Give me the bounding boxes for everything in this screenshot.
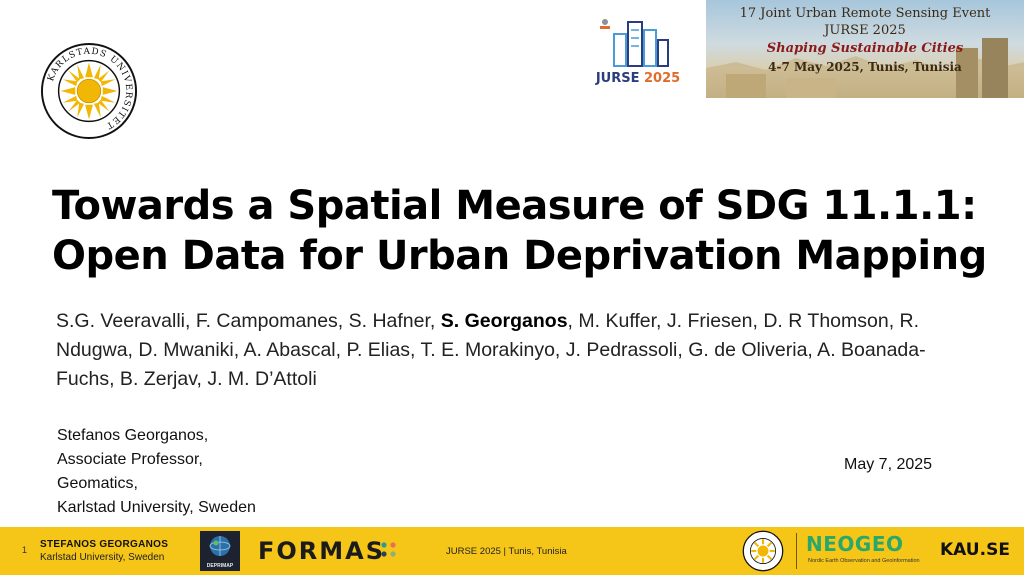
- banner-theme: Shaping Sustainable Cities: [766, 41, 964, 56]
- author-list: S.G. Veeravalli, F. Campomanes, S. Hafne…: [56, 307, 976, 394]
- presenter-affiliation: Karlstad University, Sweden: [57, 499, 256, 516]
- city-photo-backdrop: [706, 38, 1024, 98]
- slide-title-line-1: Towards a Spatial Measure of SDG 11.1.1:: [52, 183, 977, 229]
- deprimap-logo: DEPRIMAP: [200, 531, 240, 571]
- presentation-date: May 7, 2025: [844, 456, 933, 473]
- footer-presenter-name: STEFANOS GEORGANOS: [40, 539, 169, 550]
- banner-event-name: 17 Joint Urban Remote Sensing Event: [739, 6, 991, 21]
- neogeo-label: NEOGEO: [806, 532, 904, 556]
- neogeo-logo: NEOGEO Nordic Earth Observation and Geoi…: [806, 532, 926, 570]
- authors-part-1: S.G. Veeravalli, F. Campomanes, S. Hafne…: [56, 310, 441, 332]
- authors-part-2: , M. Kuffer, J. Friesen, D. R Thomson, R…: [56, 310, 926, 390]
- presenting-author: S. Georganos: [440, 310, 568, 332]
- slide-title: Towards a Spatial Measure of SDG 11.1.1:…: [52, 181, 1002, 281]
- footer-event: JURSE 2025 | Tunis, Tunisia: [446, 546, 567, 557]
- city-skyline-icon: [600, 19, 669, 67]
- footer-divider: [796, 533, 797, 569]
- formas-logo: FORMAS: [258, 537, 386, 565]
- banner-dates-location: 4-7 May 2025, Tunis, Tunisia: [768, 60, 962, 74]
- formas-dots-icon: [381, 542, 396, 557]
- neogeo-subtitle: Nordic Earth Observation and Geoinformat…: [808, 558, 920, 564]
- presenter-position: Associate Professor,: [57, 451, 203, 468]
- presenter-name: Stefanos Georganos,: [57, 427, 209, 444]
- slide-number: 1: [22, 545, 28, 555]
- jurse-logo-label: JURSE 2025: [595, 71, 681, 86]
- slide-title-line-2: Open Data for Urban Deprivation Mapping: [52, 233, 987, 279]
- globe-icon: [209, 536, 231, 556]
- university-seal-logo: KARLSTADS UNIVERSITET: [40, 42, 138, 140]
- banner-event-short: JURSE 2025: [824, 23, 906, 38]
- deprimap-label: DEPRIMAP: [206, 563, 234, 569]
- footer-affiliation: Karlstad University, Sweden: [40, 552, 165, 563]
- kau-website-label: KAU.SE: [940, 540, 1010, 560]
- conference-banner: 17 Joint Urban Remote Sensing Event JURS…: [706, 0, 1024, 98]
- jurse-2025-logo: JURSE 2025: [592, 14, 684, 86]
- footer-university-seal-icon: [742, 530, 784, 572]
- presenter-field: Geomatics,: [57, 475, 138, 492]
- slide-footer: 1 STEFANOS GEORGANOS Karlstad University…: [0, 527, 1024, 575]
- presenter-info: Stefanos Georganos, Associate Professor,…: [57, 424, 357, 520]
